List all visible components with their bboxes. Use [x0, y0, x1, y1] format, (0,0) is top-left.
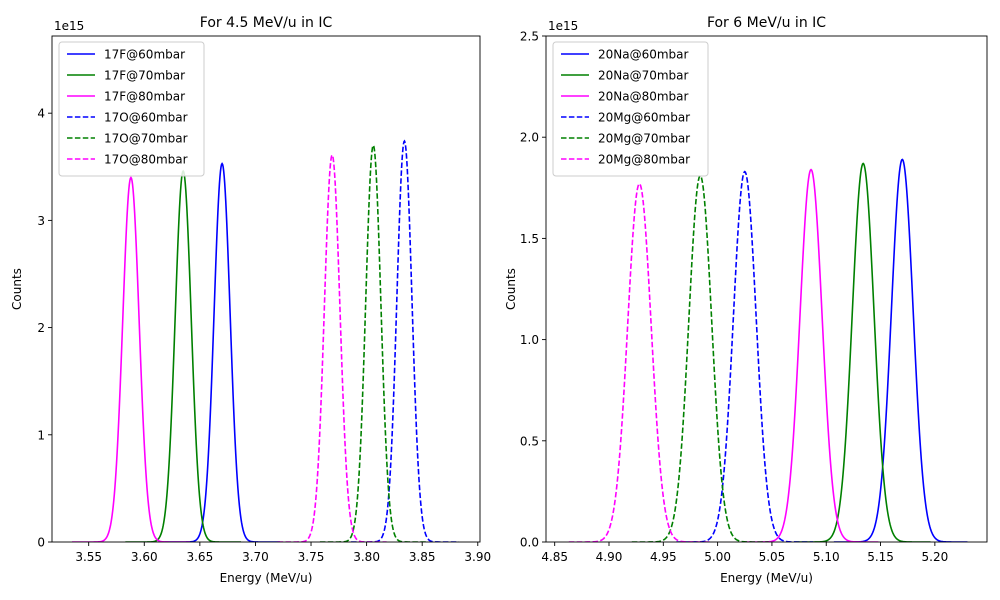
chart-left: 3.55 3.60 3.65 3.70 3.75 3.80 3.85 3.90 0 1 2 3 4 1e1…	[10, 15, 491, 585]
chart-title: For 6 MeV/u in IC	[707, 15, 826, 31]
legend-box	[552, 41, 709, 177]
legend-label: 17F@80mbar	[104, 90, 185, 104]
x-tick-label: 3.80	[353, 550, 380, 564]
x-tick-label: 5.15	[867, 550, 894, 564]
x-tick-label: 5.10	[813, 550, 840, 564]
y-tick-label: 1.5	[520, 232, 539, 246]
x-tick-label: 4.90	[596, 550, 623, 564]
x-tick-label: 3.55	[75, 550, 102, 564]
x-tick-label: 5.05	[759, 550, 786, 564]
legend-box	[58, 41, 205, 177]
legend: 20Na@60mbar 20Na@70mbar 20Na@80mbar 20Mg@60…	[552, 41, 709, 177]
y-axis-label: Counts	[504, 268, 518, 310]
chart-title: For 4.5 MeV/u in IC	[200, 15, 333, 31]
y-tick-label: 2.0	[520, 131, 539, 145]
x-tick-label: 4.95	[650, 550, 677, 564]
legend-label: 20Na@80mbar	[598, 90, 689, 104]
legend-label: 20Na@60mbar	[598, 48, 689, 62]
x-tick-label: 3.75	[298, 550, 325, 564]
series-line-0	[164, 162, 280, 542]
y-tick-label: 0.5	[520, 434, 539, 448]
x-tick-label: 5.20	[922, 550, 949, 564]
y-tick-label: 4	[37, 107, 45, 121]
legend-label: 17F@60mbar	[104, 48, 185, 62]
y-offset-label: 1e15	[54, 19, 84, 33]
y-offset-label: 1e15	[548, 19, 578, 33]
legend-label: 20Mg@60mbar	[598, 111, 690, 125]
series-line-2	[72, 176, 190, 542]
legend-label: 17O@80mbar	[104, 153, 188, 167]
legend-label: 17O@60mbar	[104, 111, 188, 125]
x-axis-label: Energy (MeV/u)	[720, 571, 813, 585]
x-axis-label: Energy (MeV/u)	[220, 571, 313, 585]
legend-label: 20Na@70mbar	[598, 69, 689, 83]
chart-right: 4.85 4.90 4.95 5.00 5.05 5.10 5.15 5.20 0.0 0.5 1.…	[504, 15, 988, 585]
x-tick-label: 3.90	[464, 550, 491, 564]
y-tick-label: 0	[37, 536, 45, 550]
legend: 17F@60mbar 17F@70mbar 17F@80mbar 17O@60mbar…	[58, 41, 205, 177]
legend-label: 20Mg@80mbar	[598, 153, 690, 167]
y-tick-label: 1	[37, 428, 45, 442]
x-tick-label: 3.70	[242, 550, 269, 564]
x-tick-label: 3.85	[409, 550, 436, 564]
y-tick-label: 2.5	[520, 30, 539, 44]
legend-label: 20Mg@70mbar	[598, 132, 690, 146]
y-tick-label: 2	[37, 321, 45, 335]
legend-label: 17F@70mbar	[104, 69, 185, 83]
y-tick-label: 3	[37, 214, 45, 228]
axes-frame	[545, 35, 988, 543]
x-tick-label: 3.65	[186, 550, 213, 564]
x-tick-label: 4.85	[541, 550, 568, 564]
legend-label: 17O@70mbar	[104, 132, 188, 146]
axes-frame	[51, 35, 481, 543]
y-axis-label: Counts	[10, 268, 24, 310]
x-tick-label: 5.00	[704, 550, 731, 564]
x-tick-label: 3.60	[131, 550, 158, 564]
y-tick-label: 1.0	[520, 333, 539, 347]
y-tick-label: 0.0	[520, 536, 539, 550]
